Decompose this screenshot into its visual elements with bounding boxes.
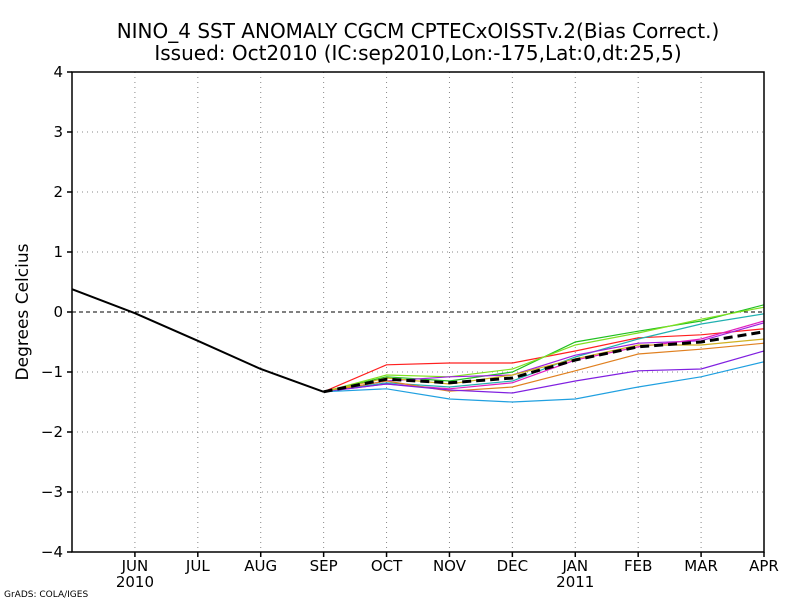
ensemble-member-teal-line <box>323 313 765 393</box>
ensemble-member-orange-line <box>323 342 765 393</box>
observed-line <box>71 288 324 393</box>
ensemble-member-purple-line <box>323 350 765 394</box>
chart-subtitle: Issued: Oct2010 (IC:sep2010,Lon:-175,Lat… <box>154 41 681 65</box>
y-axis-label: Degrees Celcius <box>13 243 33 380</box>
x-tick-label: DEC <box>497 557 529 575</box>
x-tick-label: JUL <box>185 557 210 575</box>
x-tick-label: NOV <box>433 557 467 575</box>
ensemble-member-lime-line <box>323 306 765 393</box>
x-tick-label: MAR <box>684 557 718 575</box>
series-layer <box>71 288 765 403</box>
y-tick-label: 4 <box>53 63 63 81</box>
y-tick-label: 0 <box>53 303 63 321</box>
y-tick-label: −1 <box>41 363 63 381</box>
x-tick-label: JUN <box>121 557 149 575</box>
year-label: 2011 <box>556 573 594 591</box>
ensemble-member-sky-line <box>323 361 765 403</box>
x-tick-label: OCT <box>371 557 403 575</box>
y-tick-label: 2 <box>53 183 63 201</box>
y-tick-label: −4 <box>41 543 63 561</box>
year-label: 2010 <box>116 573 154 591</box>
x-tick-label: APR <box>749 557 779 575</box>
y-tick-label: −3 <box>41 483 63 501</box>
ensemble-member-red-line <box>323 328 765 393</box>
x-tick-label: AUG <box>244 557 277 575</box>
grid <box>72 72 764 552</box>
credit-footer: GrADS: COLA/IGES <box>4 590 88 600</box>
axes: 4 3 2 1 0 −1 −2 −3 −4 JUN JUL AUG SEP OCT NOV DEC JAN FEB… <box>41 63 779 591</box>
y-tick-label: −2 <box>41 423 63 441</box>
y-tick-label: 3 <box>53 123 63 141</box>
ensemble-mean-line <box>323 330 765 394</box>
x-tick-label: JAN <box>561 557 588 575</box>
y-tick-label: 1 <box>53 243 63 261</box>
chart-title: NINO_4 SST ANOMALY CGCM CPTECxOISSTv.2(B… <box>117 19 720 43</box>
x-tick-label: SEP <box>310 557 338 575</box>
x-tick-label: FEB <box>624 557 652 575</box>
